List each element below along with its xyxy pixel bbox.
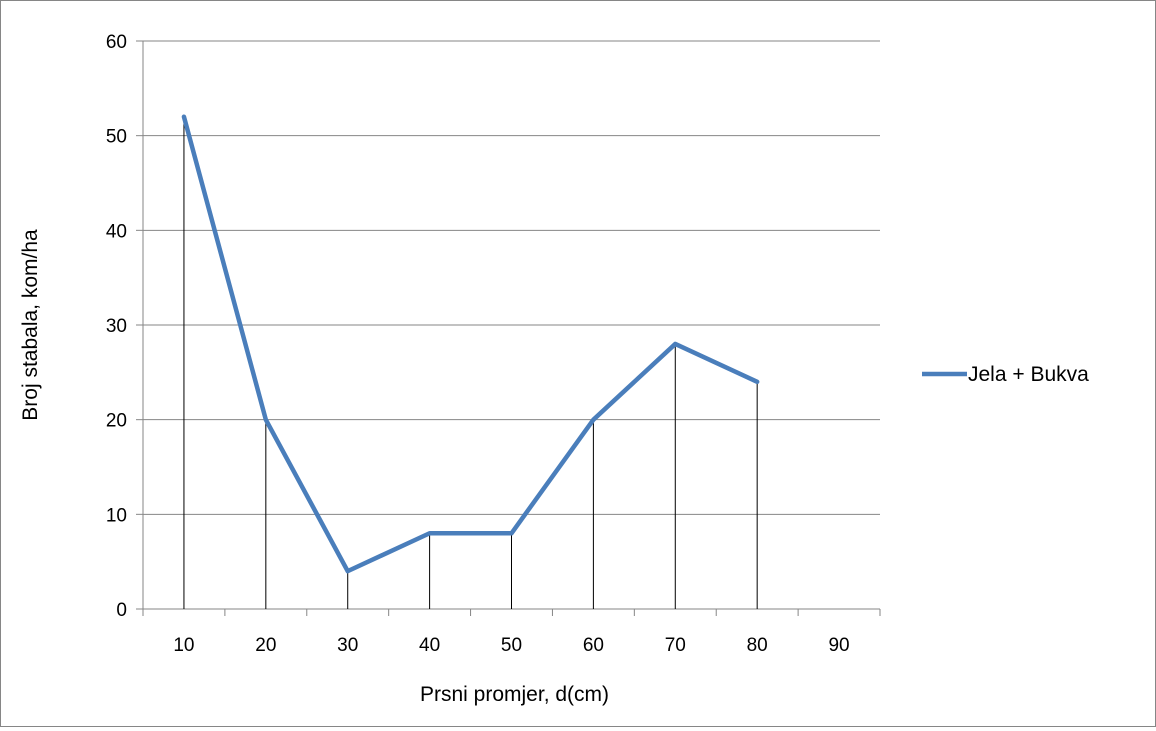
- axes: [136, 40, 881, 616]
- x-tick-label-60: 60: [583, 635, 604, 656]
- y-tick-label-40: 40: [106, 221, 127, 242]
- x-axis-label: Prsni promjer, d(cm): [420, 683, 609, 706]
- series-line-0: [181, 114, 760, 574]
- x-tick-label-70: 70: [665, 635, 686, 656]
- x-tick-label-10: 10: [173, 635, 194, 656]
- gridlines: [143, 40, 880, 515]
- x-tick-label-40: 40: [419, 635, 440, 656]
- x-tick-label-80: 80: [747, 635, 768, 656]
- y-tick-label-30: 30: [106, 316, 127, 337]
- y-tick-label-60: 60: [106, 32, 127, 53]
- y-axis-tick-labels: 0 10 20 30 40 50 60: [106, 32, 127, 621]
- x-tick-label-20: 20: [255, 635, 276, 656]
- drop-lines: [183, 116, 758, 609]
- x-tick-label-30: 30: [337, 635, 358, 656]
- y-axis-label: Broj stabala, kom/ha: [19, 229, 42, 421]
- y-tick-label-0: 0: [116, 600, 127, 621]
- y-tick-label-50: 50: [106, 127, 127, 148]
- x-tick-label-50: 50: [501, 635, 522, 656]
- y-tick-label-20: 20: [106, 411, 127, 432]
- x-tick-label-90: 90: [828, 635, 849, 656]
- series-lines: [181, 114, 760, 574]
- legend-label-jela-bukva: Jela + Bukva: [968, 363, 1089, 386]
- y-tick-label-10: 10: [106, 505, 127, 526]
- legend: Jela + Bukva: [922, 363, 1089, 386]
- x-axis-tick-labels: 10 20 30 40 50 60 70 80 90: [173, 635, 849, 656]
